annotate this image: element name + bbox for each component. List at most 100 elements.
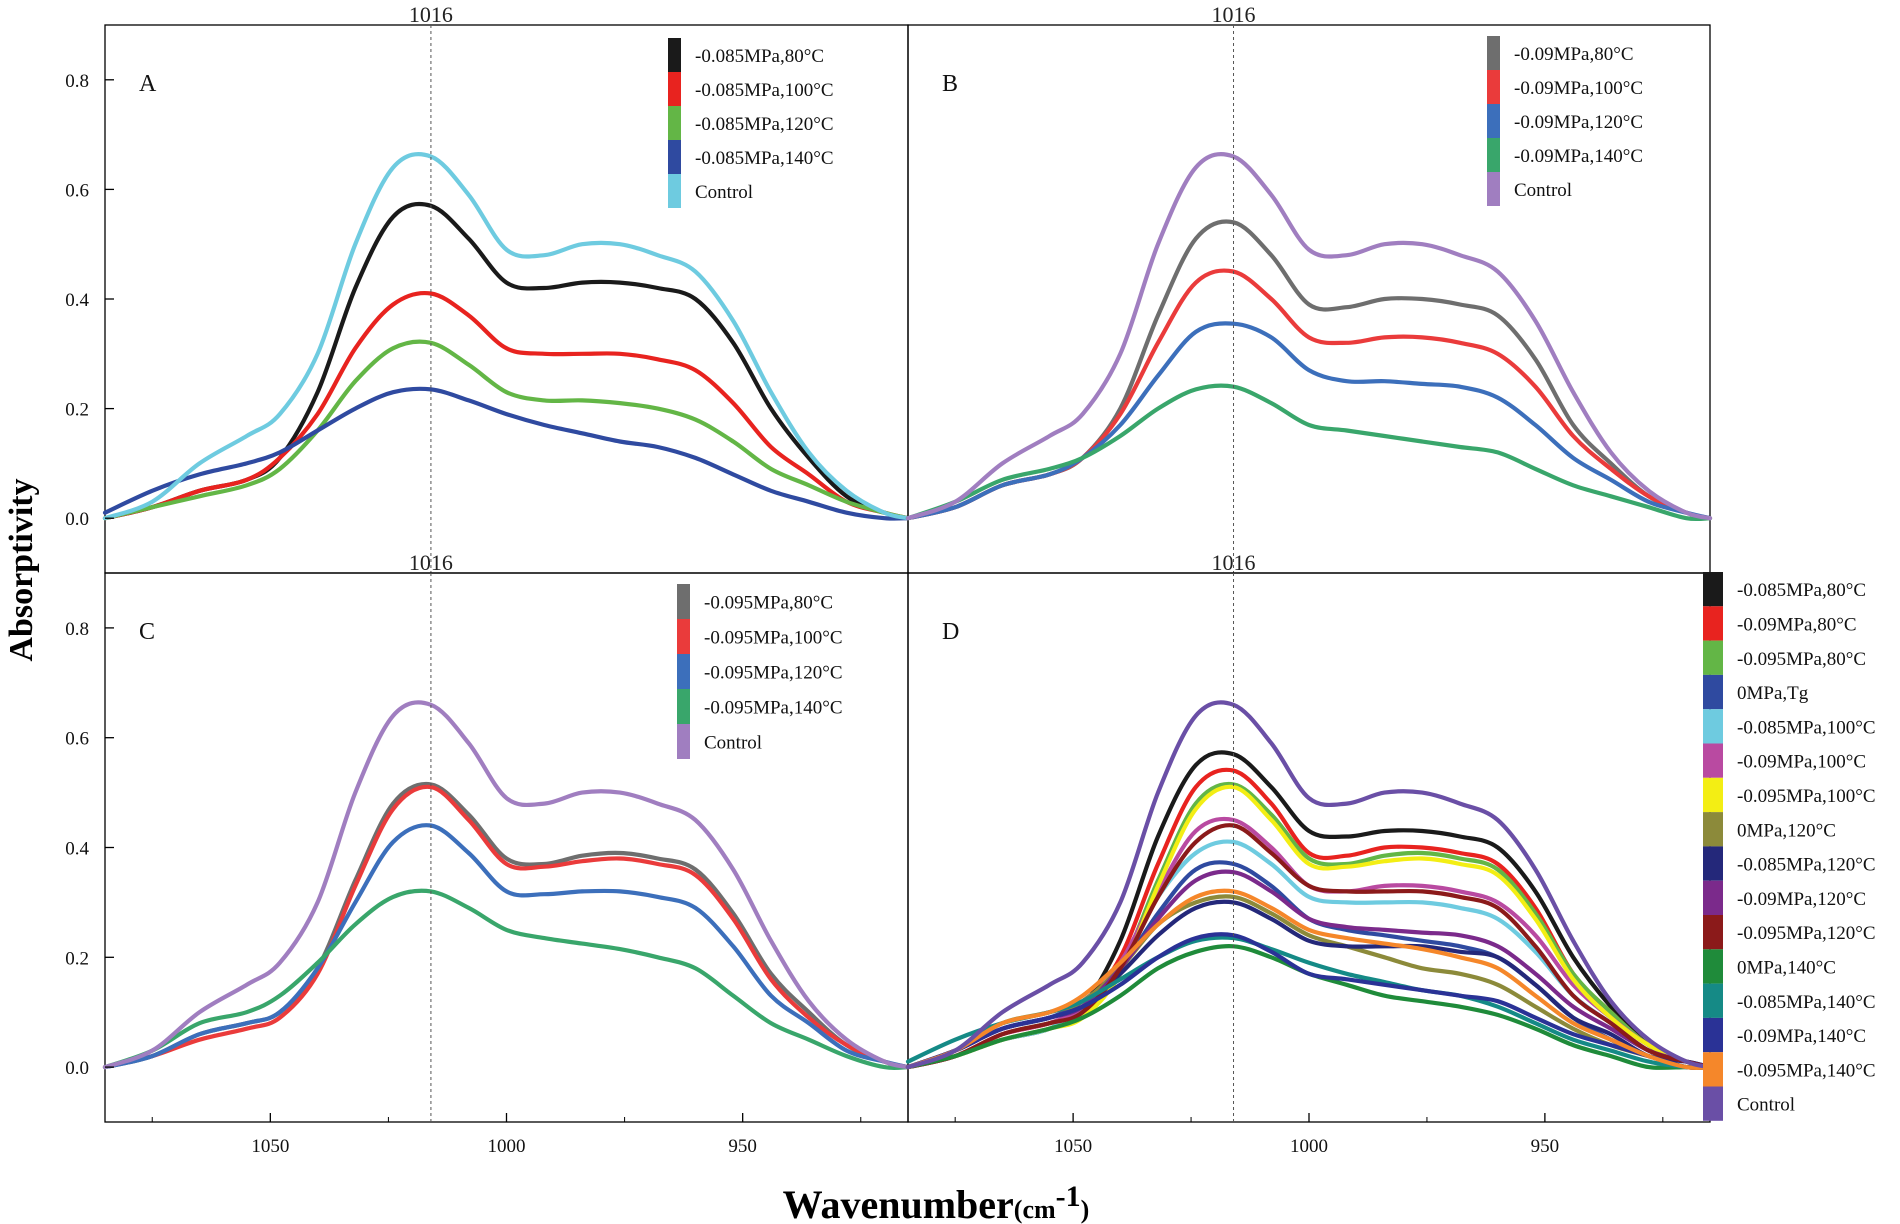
panel-D: 1016 D 1050 1000 950 -0.085MPa,80°C -0.09MPa,8… (905, 550, 1876, 1157)
panel-C-y-tick-label-0: 0.0 (65, 1058, 89, 1079)
panel-D-x-tick-label-2: 950 (1531, 1136, 1560, 1157)
panel-A-legend-label-2: -0.085MPa,100°C (695, 80, 834, 101)
panel-C-x-tick-label-1: 1000 (488, 1136, 526, 1157)
panel-D-series-line-12 (905, 944, 1713, 1070)
panels-layer: 1016 A 0.0 0.2 0.4 0.6 0.8 -0.085MPa,80°C -0.085… (65, 2, 1875, 1157)
panel-D-legend-label-16: Control (1737, 1095, 1795, 1116)
panel-C-series-line-4 (102, 888, 911, 1070)
panel-B-legend-swatch-5 (1487, 172, 1500, 206)
panel-A-legend-swatch-4 (668, 140, 681, 174)
panel-D-legend-label-2: -0.09MPa,80°C (1737, 614, 1857, 635)
panel-A-letter: A (139, 71, 157, 97)
panel-B-legend-label-5: Control (1514, 180, 1572, 201)
panel-C-legend-swatch-4 (677, 689, 690, 724)
panel-A-peak-label: 1016 (409, 2, 453, 27)
panel-A-legend-swatch-1 (668, 38, 681, 72)
panel-D-legend-label-12: 0MPa,140°C (1737, 957, 1836, 978)
panel-D-series-line-16 (905, 700, 1713, 1070)
x-axis-label-main: Wavenumber (783, 1182, 1014, 1224)
panel-C-legend-swatch-1 (677, 584, 690, 619)
panel-D-legend-swatch-1 (1703, 572, 1723, 607)
panel-C: 1016 C 0.0 0.2 0.4 0.6 0.8 1050 1000 950 -0.095MPa… (65, 550, 911, 1157)
panel-C-x-tick-label-0: 1050 (251, 1136, 289, 1157)
panel-B-legend-label-1: -0.09MPa,80°C (1514, 44, 1634, 65)
panel-D-series-line-15 (905, 888, 1713, 1070)
panel-B-series-line-4 (905, 383, 1713, 522)
panel-D-legend-label-7: -0.095MPa,100°C (1737, 786, 1876, 807)
x-axis-label-unit-close: ) (1081, 1195, 1090, 1224)
panel-D-legend-swatch-4 (1703, 674, 1723, 710)
panel-D-legend-label-6: -0.09MPa,100°C (1737, 752, 1866, 773)
panel-D-legend-label-3: -0.095MPa,80°C (1737, 649, 1866, 670)
panel-C-series-line-3 (102, 823, 911, 1070)
panel-A-y-tick-label-2: 0.4 (65, 290, 89, 311)
panel-C-series-line-5 (102, 700, 911, 1070)
panel-D-series-line-14 (905, 932, 1713, 1070)
panel-D-legend-swatch-12 (1703, 949, 1723, 984)
panel-A-y-tick-label-1: 0.2 (65, 400, 89, 421)
panel-B-peak-label: 1016 (1212, 2, 1256, 27)
panel-D-legend-label-13: -0.085MPa,140°C (1737, 992, 1876, 1013)
panel-B-series-line-3 (905, 321, 1713, 521)
panel-D-x-tick-label-0: 1050 (1054, 1136, 1092, 1157)
panel-A-y-tick-label-4: 0.8 (65, 71, 89, 92)
panel-C-peak-label: 1016 (409, 550, 453, 575)
panel-D-legend-label-10: -0.09MPa,120°C (1737, 889, 1866, 910)
panel-C-y-tick-label-3: 0.6 (65, 729, 89, 750)
panel-B-legend-label-2: -0.09MPa,100°C (1514, 78, 1643, 99)
panel-D-legend-label-9: -0.085MPa,120°C (1737, 855, 1876, 876)
panel-D-legend-label-5: -0.085MPa,100°C (1737, 717, 1876, 738)
panel-D-legend-label-11: -0.095MPa,120°C (1737, 923, 1876, 944)
panel-D-series-line-11 (905, 823, 1713, 1070)
panel-D-legend-swatch-11 (1703, 915, 1723, 950)
panel-A-legend-swatch-2 (668, 72, 681, 106)
panel-D-legend-swatch-7 (1703, 777, 1723, 813)
panel-C-legend-swatch-5 (677, 724, 690, 759)
panel-C-legend-label-3: -0.095MPa,120°C (704, 663, 843, 684)
panel-B-series-line-5 (905, 152, 1713, 521)
panel-C-legend-label-2: -0.095MPa,100°C (704, 628, 843, 649)
panel-B-legend-swatch-1 (1487, 36, 1500, 70)
panel-B-legend-swatch-4 (1487, 138, 1500, 172)
panel-D-legend-swatch-8 (1703, 812, 1723, 847)
panel-C-legend-swatch-2 (677, 619, 690, 654)
panel-A-series-line-3 (102, 339, 911, 521)
panel-A-y-tick-label-0: 0.0 (65, 509, 89, 530)
panel-A-series-line-4 (102, 386, 911, 521)
panel-D-legend-swatch-15 (1703, 1052, 1723, 1087)
panel-D-legend-swatch-6 (1703, 743, 1723, 778)
panel-A-legend-label-1: -0.085MPa,80°C (695, 46, 824, 67)
panel-D-legend-swatch-14 (1703, 1017, 1723, 1053)
panel-B: 1016 B -0.09MPa,80°C -0.09MPa,100°C -0.09MPa… (905, 2, 1713, 574)
panel-A-legend-label-4: -0.085MPa,140°C (695, 148, 834, 169)
panel-C-y-tick-label-1: 0.2 (65, 948, 89, 969)
panel-C-legend-label-5: Control (704, 733, 762, 754)
panel-D-legend-swatch-16 (1703, 1086, 1723, 1121)
panel-A: 1016 A 0.0 0.2 0.4 0.6 0.8 -0.085MPa,80°C -0.085… (65, 2, 911, 574)
panel-B-legend-label-3: -0.09MPa,120°C (1514, 112, 1643, 133)
panel-D-peak-label: 1016 (1212, 550, 1256, 575)
panel-D-legend-swatch-9 (1703, 846, 1723, 881)
panel-C-legend-swatch-3 (677, 654, 690, 689)
panel-D-letter: D (942, 619, 959, 645)
panel-C-y-tick-label-2: 0.4 (65, 839, 89, 860)
panel-D-legend-swatch-10 (1703, 880, 1723, 915)
panel-A-legend-label-3: -0.085MPa,120°C (695, 114, 834, 135)
panel-A-legend-swatch-3 (668, 106, 681, 140)
x-axis-label-unit-open: (cm (1014, 1195, 1056, 1224)
panel-D-legend-label-1: -0.085MPa,80°C (1737, 580, 1866, 601)
panel-D-legend-swatch-2 (1703, 606, 1723, 641)
panel-C-x-tick-label-2: 950 (728, 1136, 757, 1157)
panel-A-series-line-2 (102, 290, 911, 521)
panel-C-series-line-2 (102, 784, 911, 1070)
panel-B-legend-swatch-3 (1487, 104, 1500, 138)
panel-B-letter: B (942, 71, 958, 97)
panel-A-legend-swatch-5 (668, 174, 681, 208)
panel-D-legend-swatch-5 (1703, 709, 1723, 744)
panel-A-series-line-5 (102, 152, 911, 521)
panel-C-legend-label-1: -0.095MPa,80°C (704, 593, 833, 614)
panel-C-legend-label-4: -0.095MPa,140°C (704, 698, 843, 719)
y-axis-label: Absorptivity (3, 478, 40, 661)
panel-A-legend-label-5: Control (695, 182, 753, 203)
panel-D-legend-label-14: -0.09MPa,140°C (1737, 1026, 1866, 1047)
